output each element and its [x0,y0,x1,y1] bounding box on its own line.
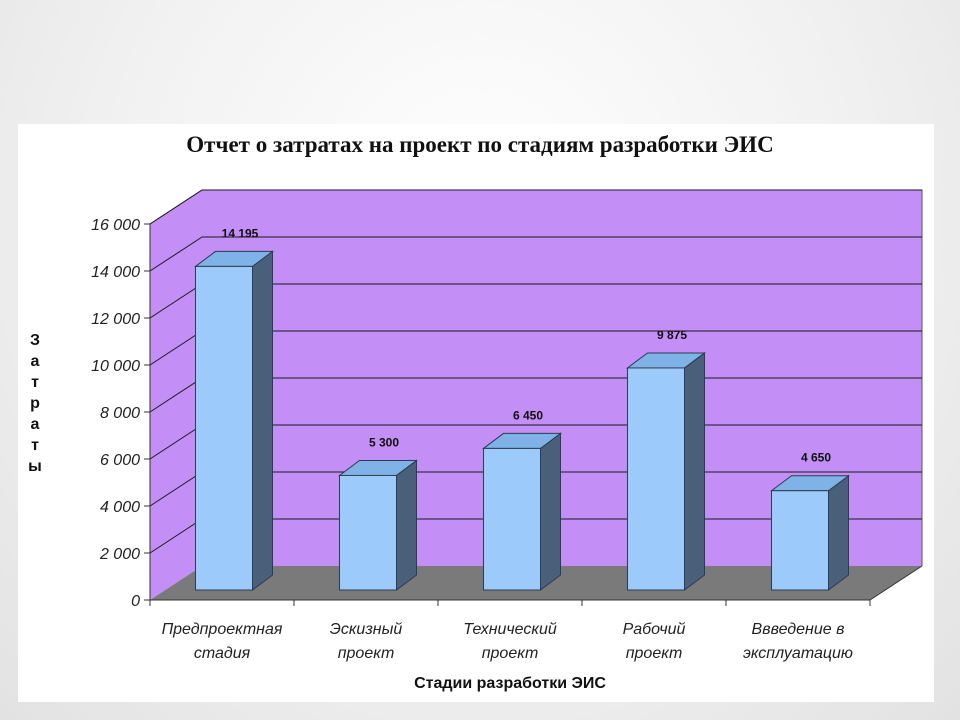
y-axis-title-letter: З [30,332,40,349]
y-tick-label: 10 000 [91,358,140,375]
x-axis-depth-line [869,565,923,601]
x-tick-label: проект [482,645,539,662]
gridline-side [149,377,203,413]
y-axis-title-letter: а [31,416,40,433]
data-label: 5 300 [369,435,399,449]
x-tick-label: проект [338,645,395,662]
bar [339,474,397,591]
y-tick-label: 6 000 [100,452,140,469]
bar [627,367,685,591]
y-axis-title-letter: т [31,437,39,454]
y-tick-label: 2 000 [99,546,140,563]
bar-side [828,474,849,591]
y-tick-label: 12 000 [91,311,140,328]
y-axis-title-letter: т [31,374,39,391]
bar [195,265,253,591]
data-label: 6 450 [513,408,543,422]
gridline-side [149,283,203,319]
y-axis-title-letter: а [31,353,40,370]
gridline-side [149,330,203,366]
x-tick-label: эксплуатацию [743,645,853,662]
bar [771,490,829,591]
x-tick-label: Эскизный [330,621,403,638]
gridline-side [149,424,203,460]
gridline-side [149,518,203,554]
bar-side [252,250,273,591]
gridline-side [149,236,203,272]
data-label: 14 195 [222,226,259,240]
data-label: 4 650 [801,451,831,465]
x-tick-label: проект [626,645,683,662]
x-tick-label: стадия [194,645,251,662]
bar-side [396,459,417,591]
y-tick-label: 14 000 [91,264,140,281]
x-axis-title: Стадии разработки ЭИС [414,675,606,692]
x-tick-label: Технический [463,621,557,638]
y-tick-label: 16 000 [91,217,140,234]
y-tick-label: 0 [131,593,140,610]
data-label: 9 875 [657,328,687,342]
x-tick-label: Рабочий [623,621,686,638]
gridline-side [149,471,203,507]
chart-title: Отчет о затратах на проект по стадиям ра… [186,132,774,157]
gridline-side [149,189,203,225]
y-tick-label: 4 000 [100,499,140,516]
x-tick-label: Предпроектная [162,621,283,638]
bar-side [540,432,561,591]
bar [483,447,541,591]
y-tick-label: 8 000 [100,405,140,422]
y-axis-title-letter: ы [28,458,42,475]
y-axis-title-letter: р [30,395,40,412]
bar-side [684,351,705,591]
x-tick-label: Ввведение в [752,621,845,638]
